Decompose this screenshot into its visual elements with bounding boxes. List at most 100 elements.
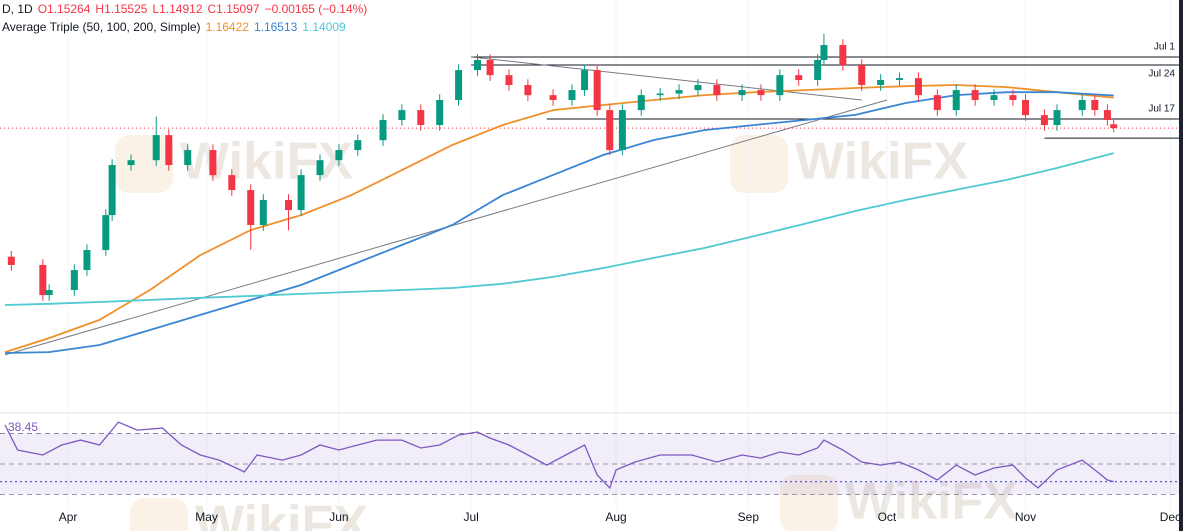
moving-average	[4, 91, 1114, 354]
candle-body	[184, 150, 192, 166]
candle-body	[549, 95, 557, 100]
watermark-logo	[730, 135, 788, 193]
candle-body	[814, 59, 822, 80]
candle-body	[505, 75, 513, 86]
candle-body	[1103, 110, 1111, 120]
candle-body	[656, 93, 664, 96]
ma-value: 1.16513	[253, 20, 298, 34]
candle-body	[247, 190, 255, 225]
x-tick-label: Jul	[464, 510, 479, 524]
candle-body	[933, 95, 941, 111]
candle-body	[971, 90, 979, 100]
watermark-logo	[115, 135, 173, 193]
x-tick-label: Apr	[59, 510, 78, 524]
candle-body	[354, 140, 362, 151]
candle-body	[7, 256, 15, 265]
ma-value: 1.16422	[205, 20, 249, 34]
candle-body	[637, 95, 645, 111]
watermark-logo	[780, 475, 838, 531]
right-edge	[1179, 0, 1183, 531]
candle-body	[877, 79, 885, 86]
candle-body	[1078, 99, 1086, 111]
candle-body	[127, 160, 135, 166]
watermark: WikiFX	[795, 133, 968, 191]
candle-body	[417, 110, 425, 126]
candle-body	[1040, 115, 1048, 126]
level-label: Jul 17	[1148, 104, 1175, 115]
x-tick-label: May	[195, 510, 218, 524]
candle-body	[473, 59, 481, 71]
candle-body	[1053, 110, 1061, 126]
candle-body	[83, 250, 91, 271]
x-tick-label: Nov	[1015, 510, 1036, 524]
rsi-line	[4, 421, 1114, 490]
level-label: Jul 1	[1154, 42, 1176, 53]
low-value: L1.14912	[152, 2, 203, 16]
x-tick-label: Oct	[878, 510, 897, 524]
candle-body	[209, 150, 217, 176]
watermark: WikiFX	[180, 133, 353, 191]
candle-body	[757, 90, 765, 96]
candle-body	[990, 95, 998, 100]
candle-body	[694, 85, 702, 91]
candle-body	[606, 110, 614, 151]
indicator-header: Average Triple (50, 100, 200, Simple) 1.1…	[2, 20, 356, 34]
ma-legend: 1.16422 1.16513 1.14009	[206, 20, 351, 34]
candle-body	[379, 119, 387, 141]
moving-average	[4, 152, 1114, 306]
candle-body	[70, 270, 78, 291]
change-value: −0.00165 (−0.14%)	[264, 2, 368, 16]
x-tick-label: Dec	[1160, 510, 1181, 524]
candle-body	[228, 175, 236, 191]
candle-body	[738, 90, 746, 96]
candle-body	[486, 59, 494, 76]
watermark-logo	[130, 498, 188, 531]
candle-body	[675, 90, 683, 94]
open-value: O1.15264	[37, 2, 91, 16]
candle-body	[1009, 95, 1017, 100]
trendline	[471, 56, 862, 101]
symbol: D, 1D	[2, 2, 33, 16]
x-tick-label: Jun	[329, 510, 348, 524]
candle-body	[316, 160, 324, 176]
candle-body	[102, 215, 110, 251]
candle-body	[455, 70, 463, 100]
candle-body	[297, 175, 305, 211]
candle-body	[1091, 99, 1099, 111]
moving-average	[4, 84, 1114, 353]
candle-body	[285, 199, 293, 211]
rsi-band	[0, 433, 1183, 495]
candle-body	[618, 110, 626, 151]
ohlc-header: D, 1D O1.15264 H1.15525 L1.14912 C1.15097 −0.…	[2, 2, 372, 16]
level-label: Jul 24	[1148, 69, 1175, 80]
candle-body	[524, 85, 532, 96]
candle-body	[795, 75, 803, 80]
candle-body	[820, 45, 828, 60]
candle-body	[1022, 99, 1030, 116]
x-tick-label: Sep	[738, 510, 760, 524]
candle-body	[335, 150, 343, 161]
candle-body	[581, 70, 589, 91]
candle-body	[1110, 124, 1118, 129]
candle-body	[436, 99, 444, 126]
candle-body	[568, 90, 576, 100]
candle-body	[108, 165, 116, 216]
candle-body	[896, 78, 904, 80]
candle-body	[165, 135, 173, 166]
candle-body	[45, 290, 53, 296]
candle-body	[152, 135, 160, 161]
watermark: WikiFX	[845, 473, 1018, 531]
candle-body	[39, 264, 47, 296]
ma-value: 1.14009	[302, 20, 346, 34]
x-tick-label: Aug	[605, 510, 626, 524]
candle-body	[839, 45, 847, 66]
indicator-name: Average Triple (50, 100, 200, Simple)	[2, 20, 201, 34]
close-value: C1.15097	[207, 2, 260, 16]
candle-body	[259, 199, 267, 225]
rsi-value-label: 38.45	[8, 420, 38, 434]
candle-body	[398, 110, 406, 120]
high-value: H1.15525	[95, 2, 148, 16]
candle-body	[952, 90, 960, 111]
